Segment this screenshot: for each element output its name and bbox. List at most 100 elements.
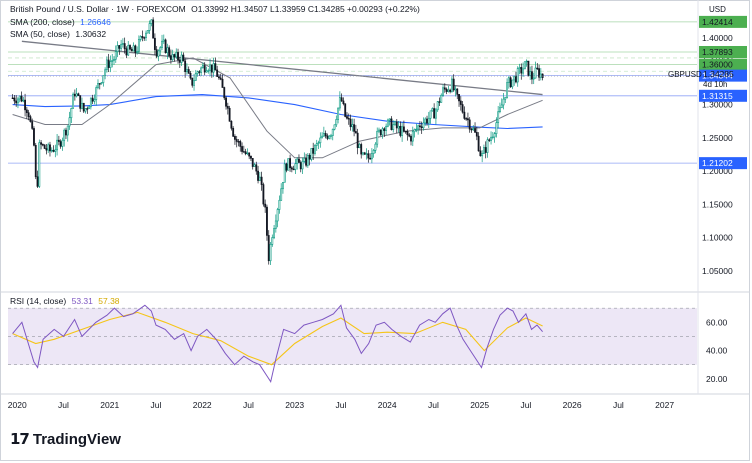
candle-body [180,54,183,63]
price-tick-label: 1.15000 [702,199,733,209]
candle-body [202,65,204,69]
candle-body [527,60,530,76]
candle-body [258,176,261,181]
candle-body [296,158,299,165]
candle-body [367,153,370,159]
candle-body [145,32,147,38]
candle-body [203,65,206,73]
candle-body [536,67,539,70]
candle-body [410,135,412,142]
candle-body [109,61,112,68]
candle-body [157,50,160,57]
candle-body [312,148,315,154]
candle-body [454,88,457,91]
candle-body [191,77,194,86]
candle-body [225,97,227,107]
candle-body [164,39,167,54]
candle-body [278,199,281,210]
candle-body [449,89,452,92]
sma200-label: SMA (200, close) [10,17,75,27]
candle-body [125,48,128,56]
candle-body [34,145,37,178]
candle-body [506,82,508,98]
candle-body [520,67,523,74]
candle-body [136,50,139,53]
candle-body [363,152,366,155]
candle-body [123,43,126,50]
candle-body [77,93,80,96]
candle-body [22,99,25,102]
candle-body [189,72,192,79]
candle-body [159,47,162,52]
candle-body [289,158,291,169]
candle-body [17,98,19,104]
candle-body [358,144,361,149]
candle-body [47,144,50,151]
sma200-legend: SMA (200, close) 1.26646 [10,17,111,27]
candle-body [73,93,76,97]
candle-body [310,148,313,160]
candle-body [499,107,501,113]
candle-body [244,151,247,155]
candle-body [219,77,222,80]
candle-body [369,157,372,160]
tradingview-logo-icon: 17 [10,430,30,448]
price-marker-label: 1.42414 [702,17,733,27]
candle-body [104,69,107,76]
candle-body [61,139,64,147]
candle-body [342,100,345,105]
last-price-symbol: GBPUSD [668,70,702,79]
candle-body [246,152,249,155]
tradingview-logo[interactable]: 17 TradingView [10,430,121,448]
candle-body [120,43,123,49]
candle-body [118,45,121,49]
candle-body [282,182,284,190]
candle-body [490,136,492,141]
candle-body [116,45,119,52]
candle-body [534,67,537,79]
sma50-label: SMA (50, close) [10,29,70,39]
candle-body [529,71,532,76]
candle-body [353,124,356,132]
time-tick-label: 2022 [193,400,212,410]
candle-body [113,58,115,61]
candle-body [468,119,471,130]
candle-body [91,97,94,102]
candle-body [399,125,402,136]
candle-body [388,118,391,121]
candle-body [86,108,89,110]
price-tick-label: 1.05000 [702,266,733,276]
candle-body [223,87,226,99]
candle-body [241,146,243,152]
candle-body [162,39,165,42]
trend-line [21,40,543,96]
candle-body [392,124,395,130]
rsi-tick-label: 20.00 [706,374,728,384]
rsi-label: RSI (14, close) [10,296,67,306]
candle-body [456,88,459,95]
candle-body [13,97,16,102]
time-tick-label: 2027 [655,400,674,410]
candle-body [495,122,498,134]
candle-body [317,142,320,144]
candle-body [340,97,343,102]
candle-body [298,158,300,163]
candle-body [168,47,171,56]
candle-body [280,188,283,201]
candle-body [255,164,258,172]
candle-body [426,118,428,124]
candle-body [386,119,389,127]
candle-body [177,52,179,61]
candle-body [306,154,309,166]
price-marker-label: 1.36000 [702,60,733,70]
candle-body [445,88,448,92]
time-tick-label: 2026 [563,400,582,410]
candle-body [500,104,503,109]
candle-body [193,80,195,86]
candle-body [41,144,44,146]
candle-body [253,164,256,167]
candle-body [301,161,304,170]
price-marker-label: 1.21202 [702,158,733,168]
candle-body [433,108,436,119]
